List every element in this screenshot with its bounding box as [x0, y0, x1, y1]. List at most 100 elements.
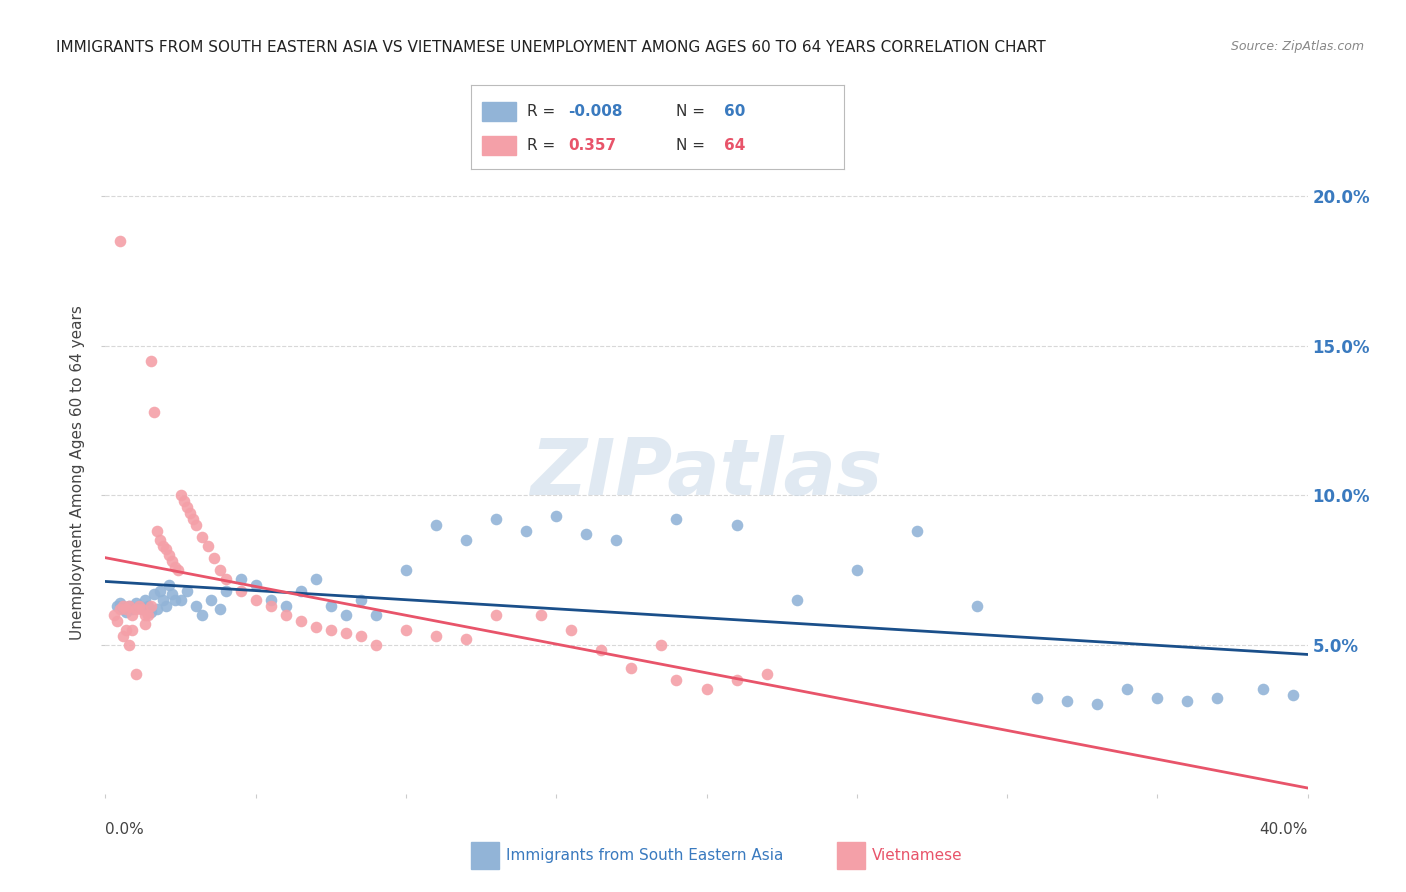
Point — [128, 599, 150, 613]
Point — [139, 605, 162, 619]
Point — [1085, 698, 1108, 712]
Point — [395, 563, 418, 577]
Point — [260, 599, 283, 613]
Point — [190, 530, 212, 544]
Point — [131, 601, 153, 615]
Bar — [482, 136, 516, 154]
Point — [115, 605, 138, 619]
Point — [110, 596, 132, 610]
Point — [131, 601, 153, 615]
Point — [260, 592, 283, 607]
Point — [290, 583, 312, 598]
Point — [112, 601, 135, 615]
Point — [485, 607, 508, 622]
Bar — [482, 102, 516, 120]
Point — [163, 592, 186, 607]
Text: N =: N = — [676, 137, 710, 153]
Point — [173, 494, 195, 508]
Point — [110, 234, 132, 248]
Point — [169, 488, 191, 502]
Point — [190, 607, 212, 622]
Point — [155, 599, 177, 613]
Point — [725, 673, 748, 688]
Text: IMMIGRANTS FROM SOUTH EASTERN ASIA VS VIETNAMESE UNEMPLOYMENT AMONG AGES 60 TO 6: IMMIGRANTS FROM SOUTH EASTERN ASIA VS VI… — [56, 40, 1046, 55]
Text: Immigrants from South Eastern Asia: Immigrants from South Eastern Asia — [506, 847, 783, 863]
Point — [1175, 694, 1198, 708]
Point — [208, 563, 231, 577]
Point — [214, 583, 236, 598]
Text: 0.357: 0.357 — [568, 137, 616, 153]
Y-axis label: Unemployment Among Ages 60 to 64 years: Unemployment Among Ages 60 to 64 years — [70, 305, 86, 640]
Point — [155, 541, 177, 556]
Point — [1056, 694, 1078, 708]
Point — [176, 500, 198, 515]
Point — [755, 667, 778, 681]
Point — [425, 518, 447, 533]
Point — [591, 643, 613, 657]
Point — [395, 623, 418, 637]
Point — [136, 607, 159, 622]
Point — [1206, 691, 1229, 706]
Text: R =: R = — [527, 103, 560, 119]
Point — [605, 533, 627, 547]
Point — [290, 614, 312, 628]
Text: N =: N = — [676, 103, 710, 119]
Point — [169, 592, 191, 607]
Point — [425, 629, 447, 643]
Point — [152, 539, 174, 553]
Point — [1146, 691, 1168, 706]
Point — [184, 599, 207, 613]
Point — [115, 623, 138, 637]
Point — [110, 601, 132, 615]
Point — [181, 512, 204, 526]
Point — [118, 599, 141, 613]
Text: -0.008: -0.008 — [568, 103, 623, 119]
Point — [124, 601, 146, 615]
Point — [319, 623, 342, 637]
Point — [112, 629, 135, 643]
Point — [200, 592, 222, 607]
Point — [364, 638, 387, 652]
Text: 0.0%: 0.0% — [105, 822, 145, 837]
Point — [1116, 682, 1139, 697]
Point — [103, 607, 125, 622]
Point — [274, 607, 297, 622]
Point — [1026, 691, 1049, 706]
Point — [157, 548, 180, 562]
Bar — [471, 842, 499, 869]
Point — [121, 607, 143, 622]
Point — [134, 607, 156, 622]
Point — [134, 616, 156, 631]
Point — [145, 601, 167, 615]
Text: Vietnamese: Vietnamese — [872, 847, 962, 863]
Point — [121, 601, 143, 615]
Point — [229, 583, 252, 598]
Point — [128, 599, 150, 613]
Point — [274, 599, 297, 613]
Point — [157, 578, 180, 592]
Point — [1281, 688, 1303, 702]
Point — [245, 592, 267, 607]
Point — [350, 592, 373, 607]
Point — [112, 599, 135, 613]
Point — [148, 533, 170, 547]
Point — [364, 607, 387, 622]
Point — [650, 638, 672, 652]
Point — [319, 599, 342, 613]
Point — [350, 629, 373, 643]
Point — [305, 619, 328, 633]
Point — [335, 607, 357, 622]
Text: 40.0%: 40.0% — [1260, 822, 1308, 837]
Point — [1251, 682, 1274, 697]
Point — [134, 592, 156, 607]
Text: 60: 60 — [724, 103, 745, 119]
Point — [115, 601, 138, 615]
Point — [184, 518, 207, 533]
Point — [160, 554, 183, 568]
Point — [107, 599, 129, 613]
Point — [124, 667, 146, 681]
Point — [145, 524, 167, 538]
Point — [245, 578, 267, 592]
Point — [142, 587, 165, 601]
Point — [966, 599, 988, 613]
